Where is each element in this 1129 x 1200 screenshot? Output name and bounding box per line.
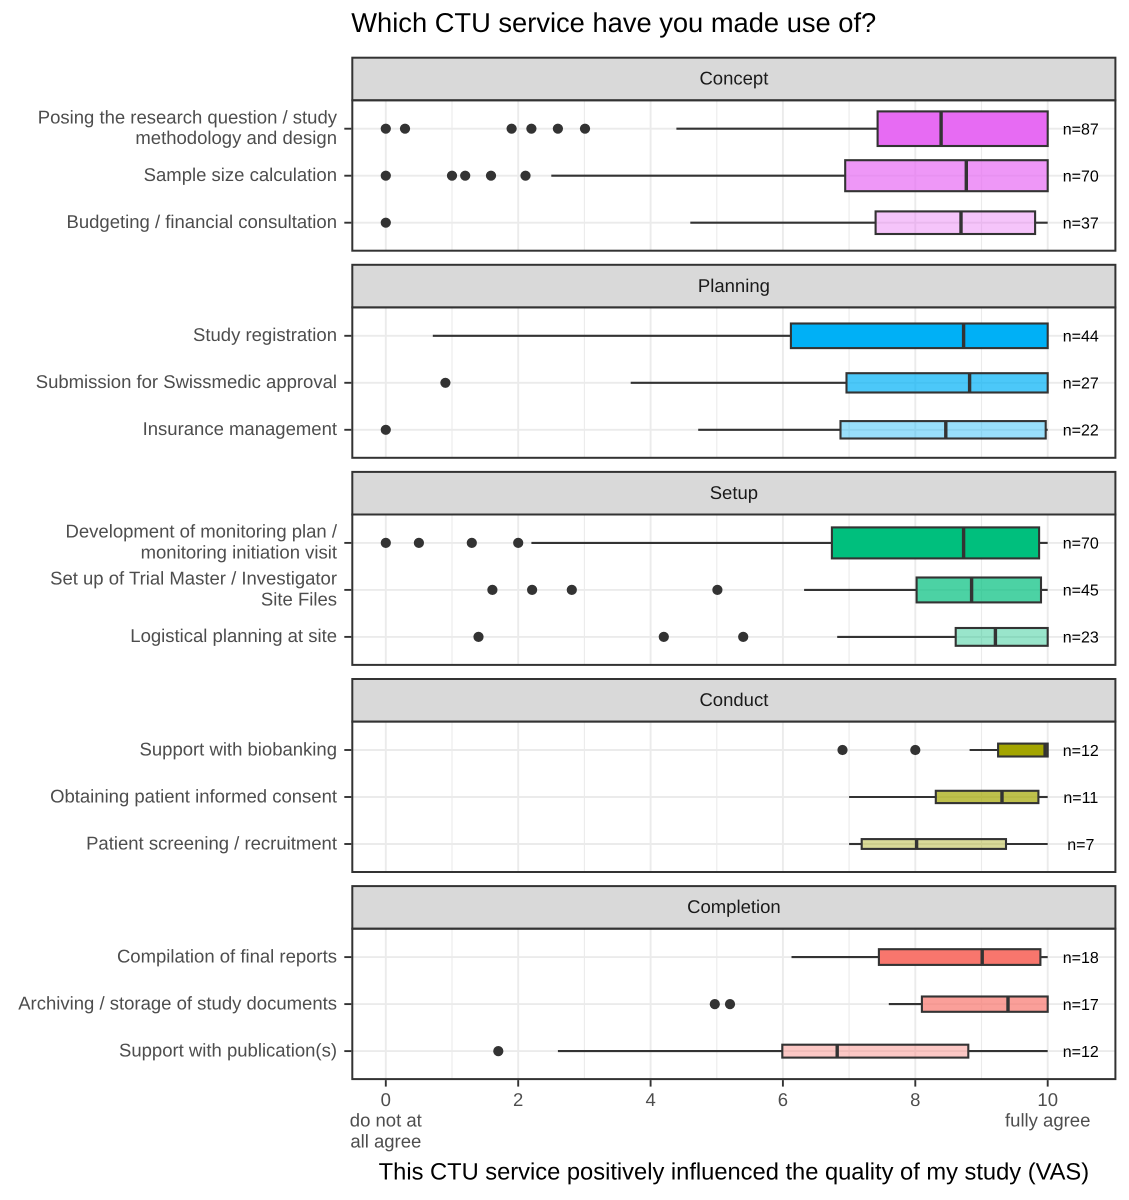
svg-text:Compilation of final reports: Compilation of final reports [117, 945, 337, 966]
svg-text:Budgeting / financial consulta: Budgeting / financial consultation [67, 211, 338, 232]
svg-text:n=18: n=18 [1063, 950, 1099, 967]
svg-text:n=27: n=27 [1063, 376, 1099, 393]
svg-text:do not at: do not at [350, 1110, 422, 1131]
svg-text:This CTU service positively in: This CTU service positively influenced t… [379, 1160, 1089, 1186]
svg-text:Study registration: Study registration [193, 324, 337, 345]
svg-text:n=22: n=22 [1063, 423, 1099, 440]
svg-text:Conduct: Conduct [699, 689, 768, 710]
svg-text:Support with publication(s): Support with publication(s) [119, 1039, 337, 1060]
svg-text:Obtaining patient informed con: Obtaining patient informed consent [50, 785, 337, 806]
svg-text:6: 6 [778, 1089, 788, 1110]
svg-text:Sample size calculation: Sample size calculation [144, 164, 337, 185]
svg-text:Planning: Planning [698, 275, 770, 296]
svg-text:n=12: n=12 [1063, 1044, 1099, 1061]
svg-text:Concept: Concept [699, 68, 768, 89]
svg-text:Site Files: Site Files [261, 588, 337, 609]
svg-text:monitoring initiation visit: monitoring initiation visit [141, 541, 337, 562]
svg-text:n=87: n=87 [1063, 122, 1099, 139]
svg-text:n=37: n=37 [1063, 216, 1099, 233]
svg-text:4: 4 [645, 1089, 655, 1110]
svg-text:Submission for Swissmedic appr: Submission for Swissmedic approval [36, 371, 337, 392]
svg-text:Setup: Setup [710, 482, 758, 503]
svg-text:n=70: n=70 [1063, 536, 1099, 553]
svg-text:0: 0 [381, 1089, 391, 1110]
svg-text:n=12: n=12 [1063, 743, 1099, 760]
svg-text:n=17: n=17 [1063, 997, 1099, 1014]
svg-text:fully agree: fully agree [1005, 1110, 1090, 1131]
svg-text:Completion: Completion [687, 896, 781, 917]
svg-text:n=44: n=44 [1063, 329, 1099, 346]
svg-text:Support with biobanking: Support with biobanking [140, 738, 337, 759]
svg-text:all agree: all agree [350, 1130, 421, 1151]
svg-text:2: 2 [513, 1089, 523, 1110]
svg-text:Which CTU service have you mad: Which CTU service have you made use of? [351, 7, 876, 38]
svg-text:n=45: n=45 [1063, 583, 1099, 600]
svg-text:Set up of Trial Master / Inves: Set up of Trial Master / Investigator [50, 568, 337, 589]
svg-text:n=7: n=7 [1067, 837, 1094, 854]
svg-text:Insurance management: Insurance management [143, 418, 337, 439]
svg-text:n=23: n=23 [1063, 630, 1099, 647]
svg-text:Development of monitoring plan: Development of monitoring plan / [66, 521, 338, 542]
svg-text:Patient screening / recruitmen: Patient screening / recruitment [86, 832, 337, 853]
svg-text:n=70: n=70 [1063, 169, 1099, 186]
svg-text:8: 8 [910, 1089, 920, 1110]
svg-text:10: 10 [1037, 1089, 1058, 1110]
svg-text:methodology and design: methodology and design [135, 127, 337, 148]
svg-text:Posing the research question /: Posing the research question / study [38, 106, 338, 127]
svg-text:n=11: n=11 [1063, 790, 1098, 807]
svg-text:Archiving / storage of study d: Archiving / storage of study documents [18, 992, 337, 1013]
svg-text:Logistical planning at site: Logistical planning at site [130, 625, 337, 646]
